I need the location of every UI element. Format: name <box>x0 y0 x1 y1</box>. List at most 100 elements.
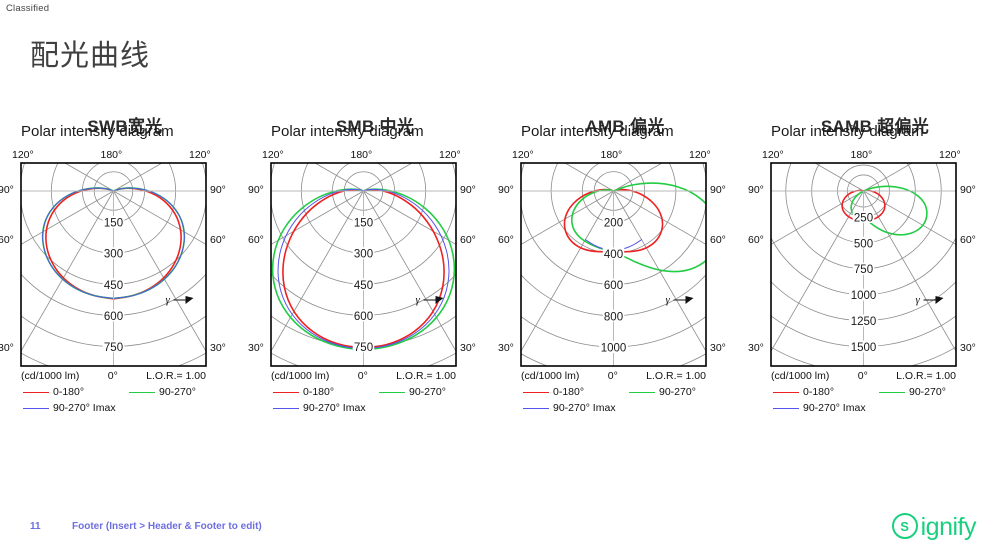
legend-label-c0-c180: 0-180° <box>53 386 85 398</box>
angle-label-right-1: 60° <box>960 234 976 246</box>
legend-item-c90-c270-imax: 90-270° Imax <box>523 402 616 414</box>
units-row: (cd/1000 lm) 0° L.O.R.= 1.00 <box>771 370 956 382</box>
signify-wordmark: ignify <box>920 512 977 541</box>
gamma-symbol: γ <box>916 294 921 306</box>
angle-label-left-2: 30° <box>248 342 264 354</box>
angle-label-left-2: 30° <box>748 342 764 354</box>
radial-tick-label: 450 <box>104 280 123 292</box>
radial-tick-label: 400 <box>604 249 623 261</box>
radial-tick-label: 150 <box>354 218 373 230</box>
angle-label-right-2: 30° <box>960 342 976 354</box>
legend-swatch-c0-c180 <box>23 391 49 393</box>
legend-item-c90-c270: 90-270° <box>379 386 446 398</box>
slide-number: 11 <box>30 521 41 532</box>
signify-logo: S ignify <box>891 512 977 541</box>
angle-label-top-center: 180° <box>100 149 123 161</box>
zero-degree-label: 0° <box>857 370 868 382</box>
angle-label-top-right: 120° <box>439 149 461 161</box>
angle-label-left-1: 60° <box>498 234 514 246</box>
legend-swatch-c90-c270-imax <box>273 407 299 409</box>
legend-swatch-c90-c270-imax <box>773 407 799 409</box>
legend-item-c90-c270: 90-270° <box>129 386 196 398</box>
units-label: (cd/1000 lm) <box>21 370 80 382</box>
legend-label-c0-c180: 0-180° <box>303 386 335 398</box>
legend-swatch-c90-c270 <box>379 391 405 393</box>
chart-title-amb: AMB 偏光 <box>585 117 665 136</box>
legend-label-c90-c270-imax: 90-270° Imax <box>803 402 866 414</box>
units-row: (cd/1000 lm) 0° L.O.R.= 1.00 <box>271 370 456 382</box>
legend-swatch-c0-c180 <box>523 391 549 393</box>
legend-item-c90-c270-imax: 90-270° Imax <box>273 402 366 414</box>
radial-tick-label: 1250 <box>851 316 877 328</box>
radial-tick-label: 200 <box>604 218 623 230</box>
chart-samb: SAMB 超偏光 250 500 750 1000 1250 1500 γ Polar inte… <box>748 115 1000 485</box>
legend-label-c90-c270-imax: 90-270° Imax <box>553 402 616 414</box>
zero-degree-label: 0° <box>607 370 618 382</box>
legend-item-c90-c270-imax: 90-270° Imax <box>23 402 116 414</box>
chart-smb: SMB 中光 150 300 450 600 750 γ Polar intensity di… <box>248 115 500 485</box>
legend-swatch-c90-c270 <box>879 391 905 393</box>
diagram-caption: Polar intensity diagram <box>771 123 924 140</box>
legend-label-c0-c180: 0-180° <box>553 386 585 398</box>
legend-label-c90-c270: 90-270° <box>909 386 946 398</box>
angle-label-left-1: 60° <box>0 234 14 246</box>
radial-tick-label: 600 <box>604 280 623 292</box>
legend-swatch-c90-c270-imax <box>23 407 49 409</box>
angle-label-right-0: 90° <box>210 184 226 196</box>
classification-banner: Classified <box>6 3 50 14</box>
radial-tick-label: 250 <box>854 212 873 224</box>
angle-label-right-0: 90° <box>960 184 976 196</box>
lor-label: L.O.R.= 1.00 <box>646 370 706 382</box>
lor-label: L.O.R.= 1.00 <box>396 370 456 382</box>
radial-tick-label: 750 <box>354 342 373 354</box>
legend-swatch-c90-c270-imax <box>523 407 549 409</box>
legend-label-c90-c270: 90-270° <box>159 386 196 398</box>
angle-label-left-0: 90° <box>498 184 514 196</box>
units-label: (cd/1000 lm) <box>521 370 580 382</box>
legend-swatch-c90-c270 <box>629 391 655 393</box>
polar-plot-smb: 150 300 450 600 750 γ Polar intensity diagram 1… <box>248 123 500 473</box>
legend-swatch-c0-c180 <box>773 391 799 393</box>
units-label: (cd/1000 lm) <box>271 370 330 382</box>
angle-label-top-center: 180° <box>600 149 623 161</box>
legend-swatch-c90-c270 <box>129 391 155 393</box>
chart-title-samb: SAMB 超偏光 <box>820 117 930 136</box>
lor-label: L.O.R.= 1.00 <box>146 370 206 382</box>
chart-amb: AMB 偏光 200 400 600 800 1000 γ Polar intensity d… <box>498 115 750 485</box>
angle-label-right-0: 90° <box>460 184 476 196</box>
legend-label-c90-c270-imax: 90-270° Imax <box>303 402 366 414</box>
legend-item-c90-c270: 90-270° <box>879 386 946 398</box>
polar-plot-swb: 150 300 450 600 750 γ Polar intensity diagram 1… <box>0 123 250 473</box>
chart-title-swb: SWB宽光 <box>87 117 163 136</box>
diagram-caption: Polar intensity diagram <box>271 123 424 140</box>
gamma-symbol: γ <box>166 294 171 306</box>
angle-label-right-2: 30° <box>210 342 226 354</box>
legend-swatch-c0-c180 <box>273 391 299 393</box>
angle-label-top-left: 120° <box>762 149 784 161</box>
angle-label-top-right: 120° <box>689 149 711 161</box>
polar-plot-amb: 200 400 600 800 1000 γ Polar intensity diagram… <box>498 123 750 473</box>
angle-label-left-2: 30° <box>0 342 14 354</box>
legend-label-c0-c180: 0-180° <box>803 386 835 398</box>
angle-label-left-0: 90° <box>748 184 764 196</box>
radial-tick-label: 800 <box>604 311 623 323</box>
charts-row: SWB宽光 150 300 450 600 750 γ Polar intensity dia… <box>0 115 1000 495</box>
angle-label-top-left: 120° <box>12 149 34 161</box>
radial-tick-label: 300 <box>354 249 373 261</box>
angle-label-top-right: 120° <box>189 149 211 161</box>
angle-label-right-0: 90° <box>710 184 726 196</box>
lor-label: L.O.R.= 1.00 <box>896 370 956 382</box>
angle-label-left-0: 90° <box>248 184 264 196</box>
gamma-symbol: γ <box>666 294 671 306</box>
legend-item-c90-c270-imax: 90-270° Imax <box>773 402 866 414</box>
diagram-caption: Polar intensity diagram <box>21 123 174 140</box>
footer-placeholder: Footer (Insert > Header & Footer to edit… <box>72 521 262 532</box>
legend-item-c0-c180: 0-180° <box>23 386 84 398</box>
angle-label-top-left: 120° <box>262 149 284 161</box>
legend-item-c0-c180: 0-180° <box>273 386 334 398</box>
gamma-symbol: γ <box>416 294 421 306</box>
units-label: (cd/1000 lm) <box>771 370 830 382</box>
angle-label-left-0: 90° <box>0 184 14 196</box>
angle-label-top-right: 120° <box>939 149 961 161</box>
units-row: (cd/1000 lm) 0° L.O.R.= 1.00 <box>21 370 206 382</box>
